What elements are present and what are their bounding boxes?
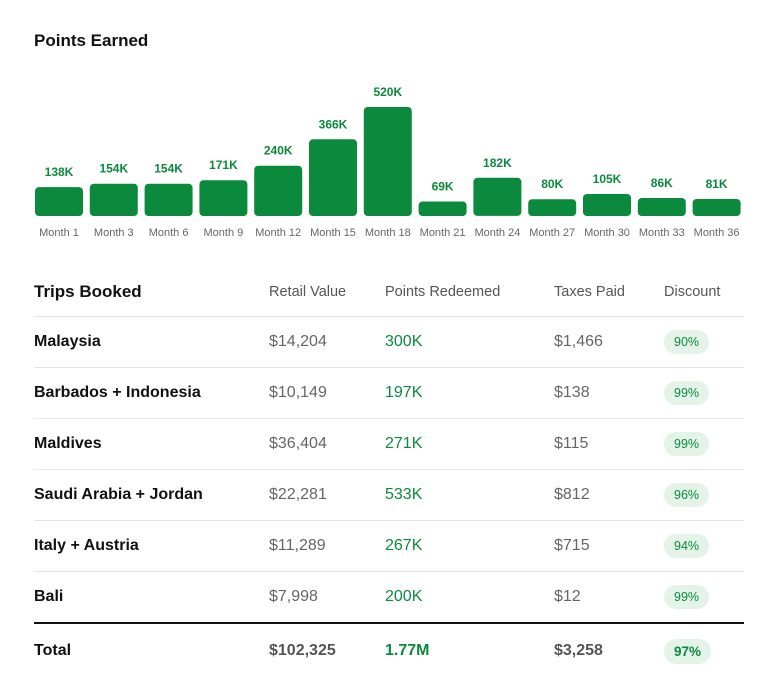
table-row: Malaysia $14,204 300K $1,466 90% — [34, 317, 744, 368]
column-header-points-redeemed: Points Redeemed — [385, 284, 501, 300]
data-label: 366K — [319, 117, 348, 131]
total-row: Total $102,325 1.77M $3,258 97% — [34, 624, 744, 678]
total-retail-value: $102,325 — [269, 642, 336, 659]
discount-cell: 90% — [664, 317, 710, 367]
bar — [254, 165, 303, 216]
x-tick-label: Month 18 — [365, 227, 411, 239]
destination-cell: Saudi Arabia + Jordan — [34, 486, 203, 503]
data-label: 154K — [154, 162, 183, 176]
table-row: Maldives $36,404 271K $115 99% — [34, 419, 744, 470]
column-header-retail-value: Retail Value — [269, 284, 347, 300]
destination-cell: Malaysia — [34, 333, 101, 350]
data-label: 105K — [593, 172, 622, 186]
data-label: 520K — [373, 85, 402, 99]
x-tick-label: Month 33 — [639, 227, 685, 239]
bar — [35, 187, 83, 216]
bar — [309, 139, 357, 216]
total-points-redeemed: 1.77M — [385, 642, 430, 659]
retail-value-cell: $14,204 — [269, 333, 327, 350]
discount-cell: 99% — [664, 368, 710, 418]
points-redeemed-cell: 197K — [385, 384, 423, 401]
retail-value-cell: $11,289 — [269, 537, 326, 554]
x-tick-label: Month 6 — [149, 227, 189, 239]
retail-value-cell: $22,281 — [269, 486, 327, 503]
x-tick-label: Month 12 — [255, 227, 301, 239]
bar — [583, 194, 631, 216]
destination-cell: Maldives — [34, 435, 102, 452]
data-label: 171K — [209, 158, 238, 172]
column-header-taxes-paid: Taxes Paid — [554, 284, 625, 300]
points-redeemed-cell: 200K — [385, 588, 423, 605]
discount-cell: 94% — [664, 521, 710, 571]
data-label: 69K — [432, 180, 454, 194]
data-label: 86K — [651, 176, 673, 190]
total-discount-badge: 97% — [664, 638, 712, 664]
x-tick-label: Month 15 — [310, 227, 356, 239]
total-discount-cell: 97% — [664, 624, 712, 678]
taxes-paid-cell: $138 — [554, 384, 590, 401]
data-label: 81K — [706, 177, 728, 191]
x-tick-label: Month 9 — [204, 227, 244, 239]
discount-cell: 96% — [664, 470, 710, 520]
discount-badge: 99% — [664, 381, 710, 405]
destination-cell: Italy + Austria — [34, 537, 139, 554]
bar — [89, 183, 138, 216]
chart-title: Points Earned — [34, 31, 149, 50]
total-taxes-paid: $3,258 — [554, 642, 603, 659]
table-row: Bali $7,998 200K $12 99% — [34, 572, 744, 624]
table-row: Italy + Austria $11,289 267K $715 94% — [34, 521, 744, 572]
bar — [144, 183, 193, 216]
discount-badge: 90% — [664, 330, 710, 354]
taxes-paid-cell: $812 — [554, 486, 590, 503]
retail-value-cell: $36,404 — [269, 435, 327, 452]
x-tick-label: Month 3 — [94, 227, 134, 239]
bar — [418, 201, 467, 216]
total-label: Total — [34, 642, 72, 659]
retail-value-cell: $10,149 — [269, 384, 327, 401]
x-tick-label: Month 27 — [529, 227, 575, 239]
destination-cell: Barbados + Indonesia — [34, 384, 201, 401]
points-redeemed-cell: 300K — [385, 333, 423, 350]
bar — [692, 199, 741, 216]
taxes-paid-cell: $12 — [554, 588, 581, 605]
x-tick-label: Month 1 — [39, 227, 79, 239]
taxes-paid-cell: $715 — [554, 537, 590, 554]
points-redeemed-cell: 533K — [385, 486, 423, 503]
data-label: 154K — [99, 162, 128, 176]
bar — [637, 198, 686, 216]
data-label: 240K — [264, 144, 293, 158]
trips-table: Trips Booked Retail Value Points Redeeme… — [34, 268, 744, 678]
data-label: 182K — [483, 156, 512, 170]
discount-cell: 99% — [664, 572, 710, 622]
x-tick-label: Month 36 — [694, 227, 740, 239]
bar — [528, 199, 577, 216]
taxes-paid-cell: $1,466 — [554, 333, 603, 350]
table-row: Saudi Arabia + Jordan $22,281 533K $812 … — [34, 470, 744, 521]
table-row: Barbados + Indonesia $10,149 197K $138 9… — [34, 368, 744, 419]
destination-cell: Bali — [34, 588, 64, 605]
x-tick-label: Month 24 — [474, 227, 520, 239]
discount-badge: 99% — [664, 585, 710, 609]
discount-badge: 96% — [664, 483, 710, 507]
data-label: 138K — [45, 165, 74, 179]
points-redeemed-cell: 267K — [385, 537, 423, 554]
bar — [363, 107, 412, 216]
discount-badge: 99% — [664, 432, 710, 456]
x-tick-label: Month 21 — [420, 227, 466, 239]
data-label: 80K — [541, 177, 563, 191]
retail-value-cell: $7,998 — [269, 588, 318, 605]
column-header-discount: Discount — [664, 284, 721, 300]
points-earned-chart: 138K Month 1 154K Month 3 154K Month 6 171K Mon… — [35, 85, 741, 239]
table-title: Trips Booked — [34, 282, 142, 301]
discount-badge: 94% — [664, 534, 710, 558]
bar — [473, 177, 522, 216]
x-tick-label: Month 30 — [584, 227, 630, 239]
discount-cell: 99% — [664, 419, 710, 469]
bar — [199, 180, 248, 216]
table-header-row: Trips Booked Retail Value Points Redeeme… — [34, 268, 744, 317]
points-redeemed-cell: 271K — [385, 435, 423, 452]
taxes-paid-cell: $115 — [554, 435, 589, 452]
